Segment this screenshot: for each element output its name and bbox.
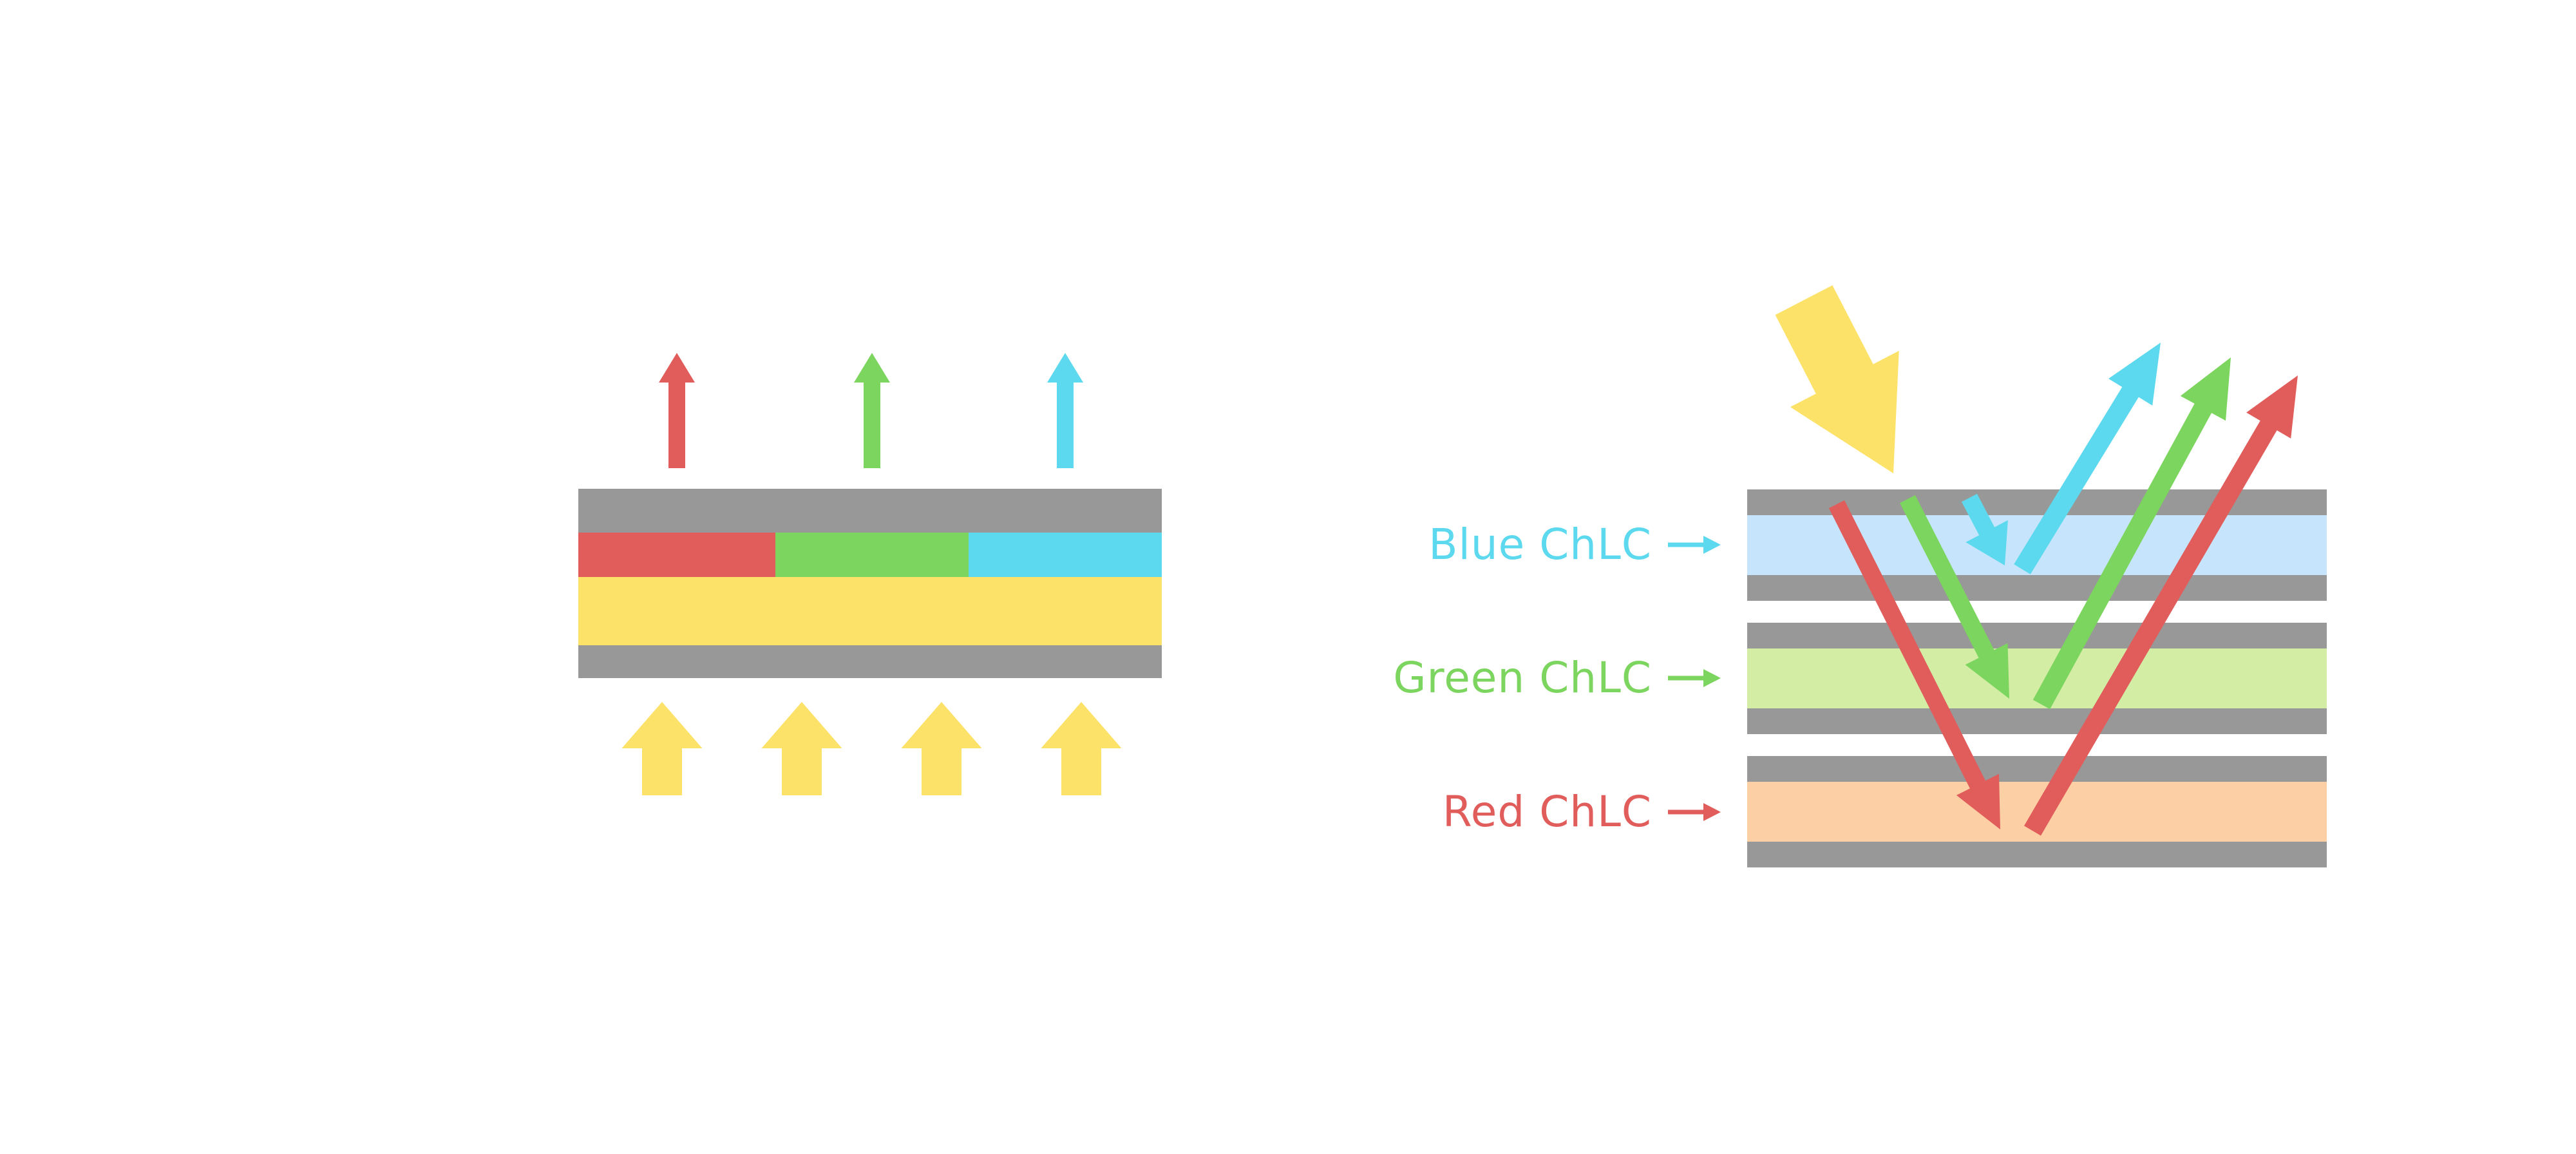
- blue-label-pointer-arrow-icon: [1668, 536, 1721, 554]
- green-light-output-arrow-icon: [854, 353, 890, 468]
- right-substrate-4: [1747, 708, 2327, 734]
- left-top-substrate: [578, 489, 1162, 533]
- chlc-reflective-stack: [1668, 285, 2327, 867]
- cyan-filter-segment: [969, 533, 1162, 577]
- red-chlc-label: Red ChLC: [1442, 787, 1652, 837]
- red-label-pointer-arrow-icon: [1668, 803, 1721, 821]
- red-transmitted-arrow-icon: [1828, 500, 2000, 829]
- green-transmitted-arrow-icon: [1900, 495, 2009, 699]
- red-filter-segment: [578, 533, 775, 577]
- blue-transmitted-arrow-icon: [1962, 493, 2008, 565]
- backlight-arrow-3-icon: [901, 702, 982, 795]
- green-filter-segment: [775, 533, 969, 577]
- backlight-arrow-2-icon: [761, 702, 842, 795]
- blue-chlc-label: Blue ChLC: [1428, 520, 1652, 569]
- backlight-arrow-1-icon: [621, 702, 703, 795]
- left-bottom-substrate: [578, 645, 1162, 678]
- backlight-layer: [578, 577, 1162, 645]
- right-substrate-5: [1747, 756, 2327, 782]
- right-substrate-2: [1747, 575, 2327, 601]
- green-reflected-arrow-icon: [2032, 357, 2231, 710]
- incident-light-arrow-icon: [1775, 285, 1899, 473]
- blue-reflected-arrow-icon: [2014, 343, 2161, 574]
- right-substrate-6: [1747, 842, 2327, 867]
- right-substrate-3: [1747, 623, 2327, 648]
- green-label-pointer-arrow-icon: [1668, 669, 1721, 687]
- backlight-arrow-4-icon: [1041, 702, 1122, 795]
- green-chlc-label: Green ChLC: [1393, 653, 1652, 703]
- cyan-light-output-arrow-icon: [1047, 353, 1083, 468]
- red-reflected-arrow-icon: [2024, 375, 2298, 836]
- red-light-output-arrow-icon: [659, 353, 695, 468]
- color-filter-transmissive-stack: [578, 353, 1162, 795]
